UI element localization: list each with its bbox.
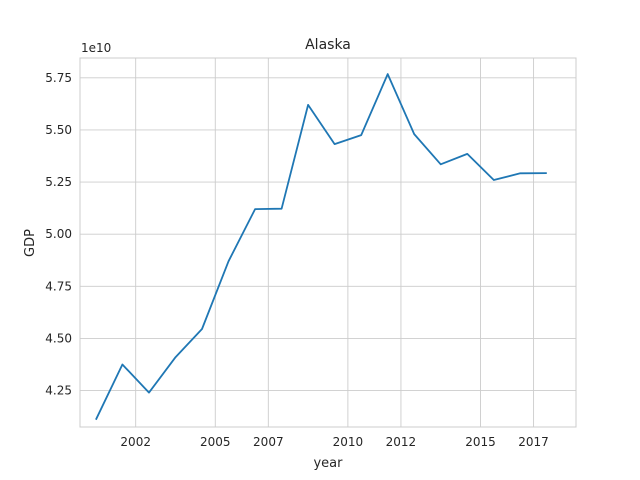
y-tick-label: 5.75 — [45, 71, 72, 85]
y-tick-label: 4.50 — [45, 331, 72, 345]
y-offset-label: 1e10 — [81, 41, 111, 55]
chart-title: Alaska — [305, 37, 351, 53]
x-tick-labels: 2002 2005 2007 2010 2012 2015 2017 — [120, 435, 548, 449]
plot-frame — [79, 57, 577, 428]
x-axis-label: year — [313, 456, 343, 471]
y-tick-labels: 4.25 4.50 4.75 5.00 5.25 5.50 5.75 — [45, 71, 72, 398]
y-tick-label: 4.25 — [45, 384, 72, 398]
y-tick-label: 5.25 — [45, 175, 72, 189]
x-tick-label: 2015 — [465, 435, 496, 449]
y-tick-label: 4.75 — [45, 279, 72, 293]
y-axis-label: GDP — [23, 229, 38, 257]
x-tick-label: 2012 — [386, 435, 417, 449]
x-tick-label: 2005 — [200, 435, 231, 449]
x-tick-label: 2007 — [253, 435, 284, 449]
grid — [80, 58, 576, 427]
y-tick-label: 5.50 — [45, 123, 72, 137]
y-tick-label: 5.00 — [45, 227, 72, 241]
x-tick-label: 2002 — [120, 435, 151, 449]
x-tick-label: 2010 — [333, 435, 364, 449]
series-line — [95, 73, 547, 421]
x-tick-label: 2017 — [518, 435, 549, 449]
series-layer — [95, 73, 547, 421]
